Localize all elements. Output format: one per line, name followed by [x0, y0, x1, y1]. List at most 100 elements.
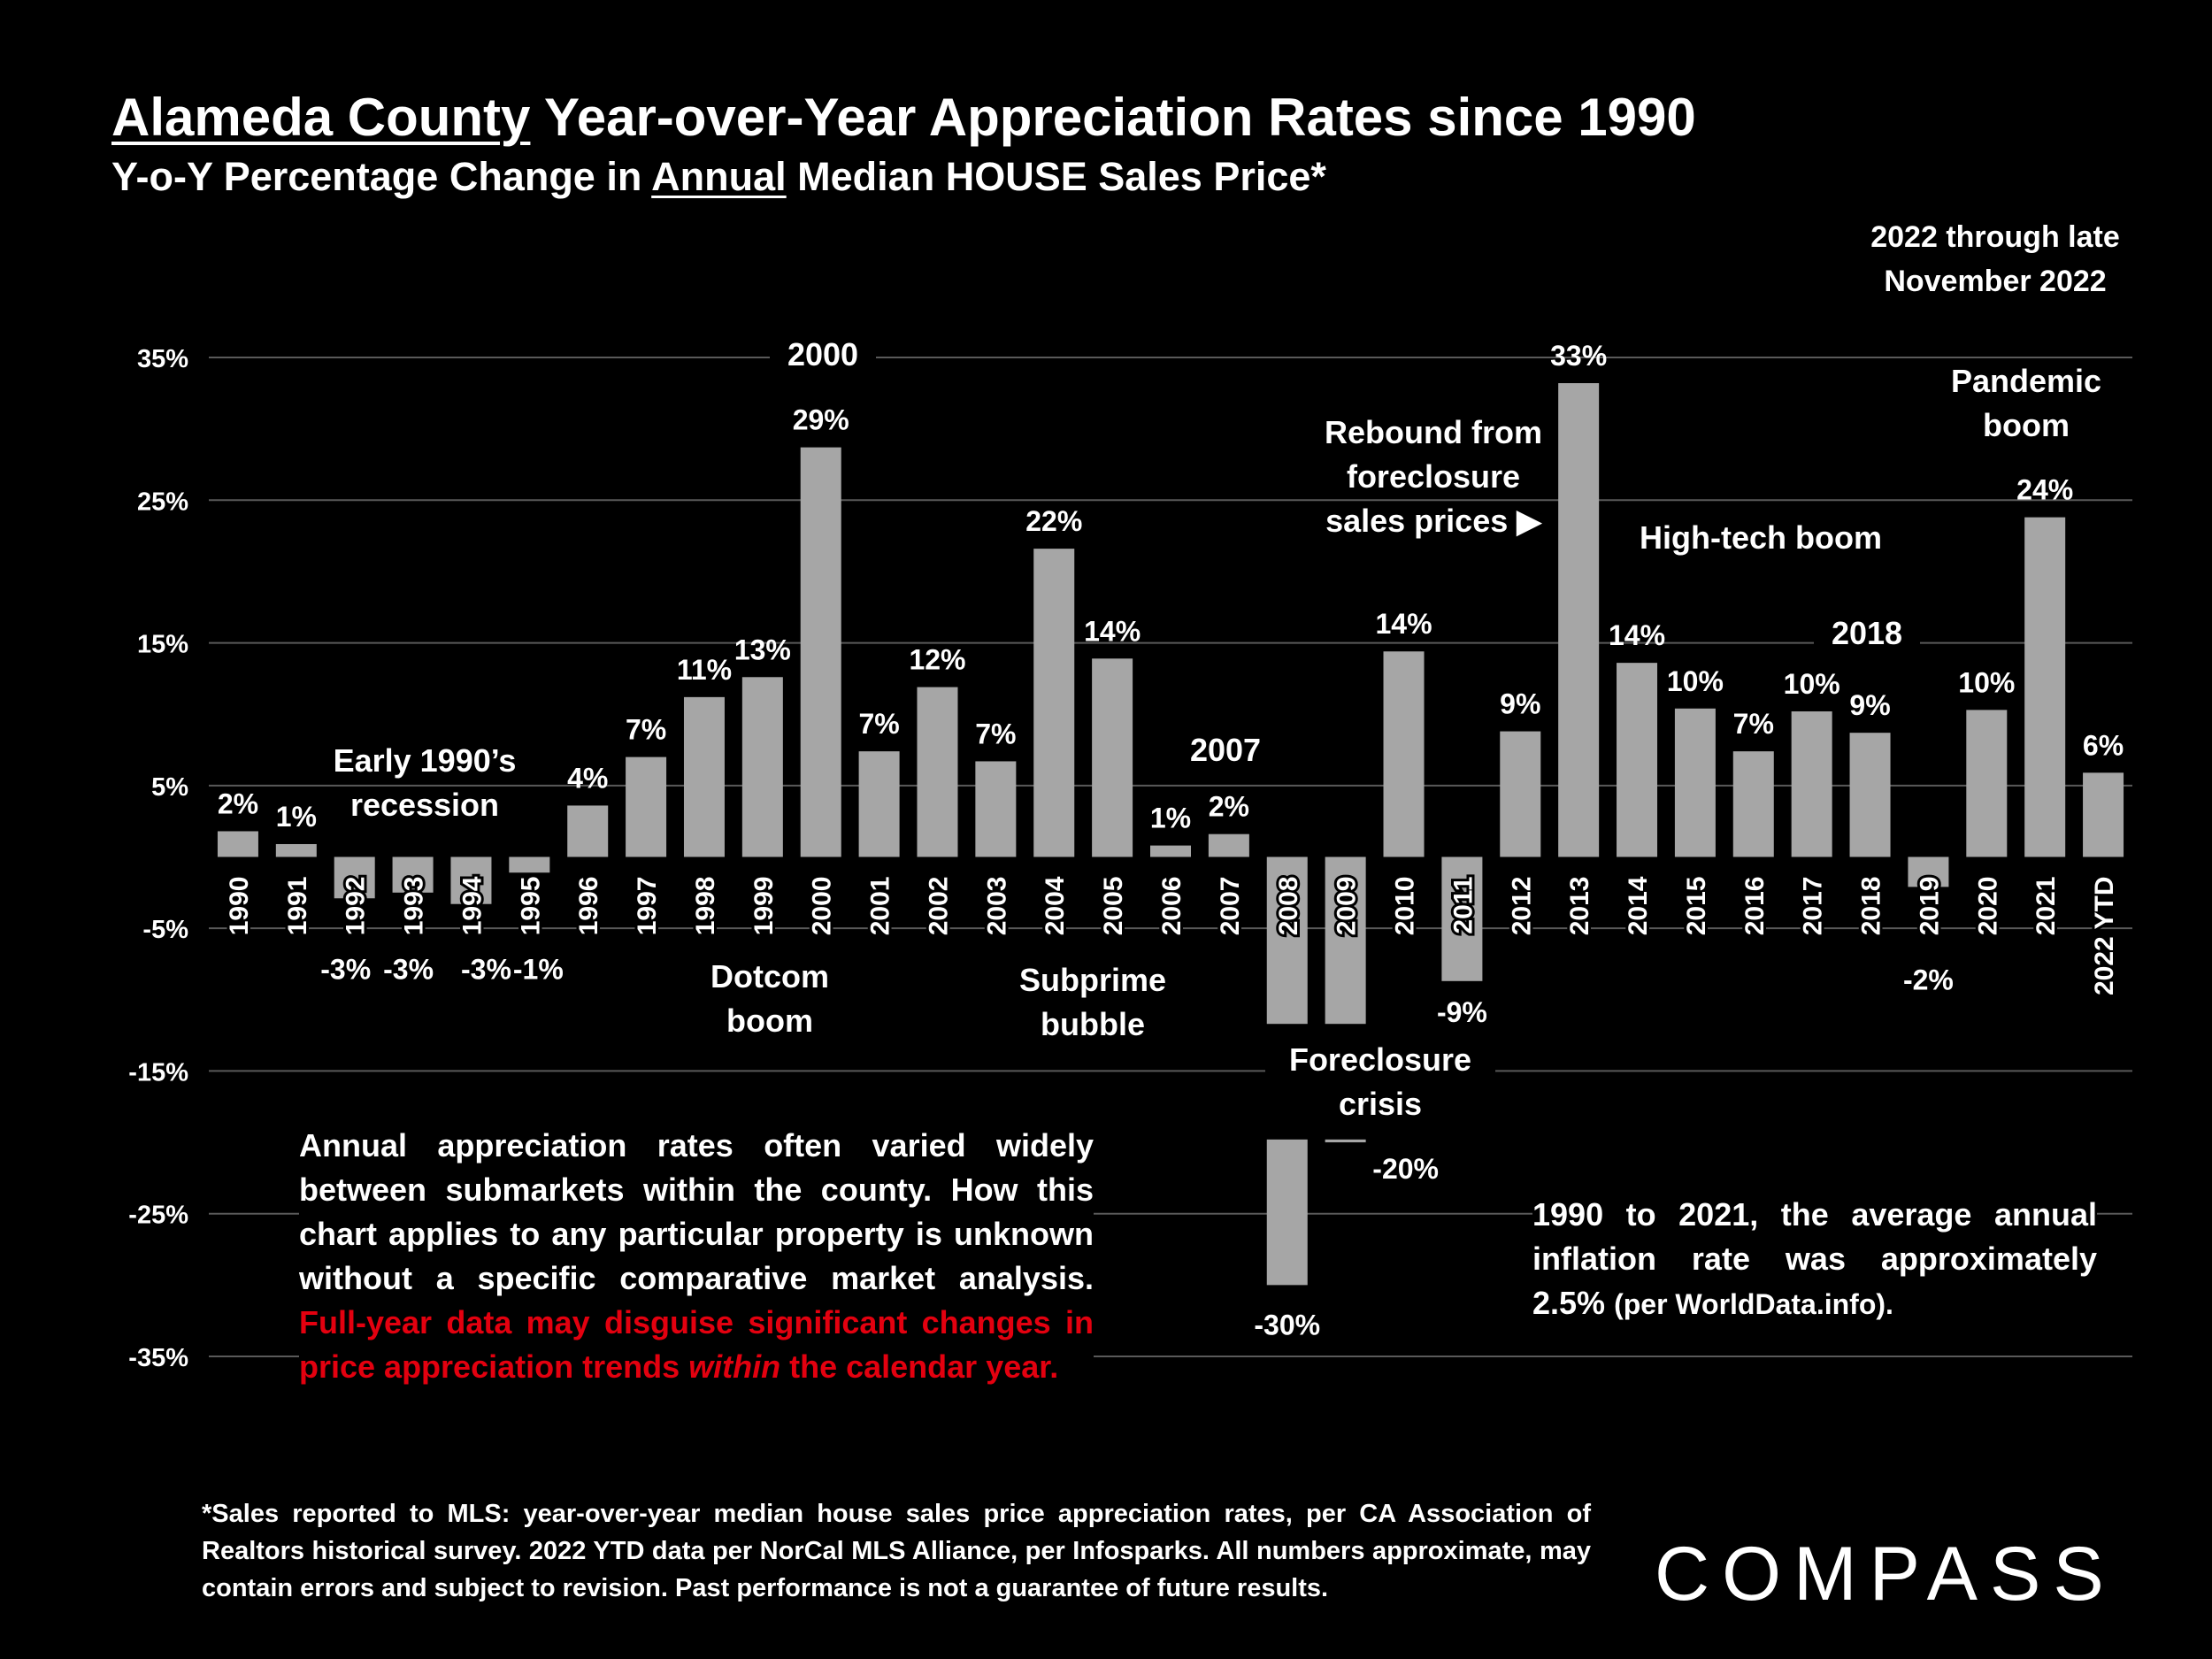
annotation-hightech: High-tech boom [1640, 519, 1882, 556]
bar [683, 696, 725, 857]
subtitle-annual: Annual [651, 154, 787, 199]
bar [1441, 856, 1483, 981]
data-label: -20% [1372, 1153, 1439, 1185]
subtitle-before: Y-o-Y Percentage Change in [111, 154, 652, 199]
x-tick-label: 2020 [1973, 877, 2002, 936]
annotation-pandemic: Pandemic boom [1929, 359, 2124, 448]
bar [392, 856, 434, 893]
annotation-year-2007: 2007 [1172, 728, 1279, 772]
annotation-rebound-line2: foreclosure [1346, 458, 1521, 495]
data-label: -9% [1437, 996, 1487, 1028]
annotation-early-1990s: Early 1990’s recession [305, 739, 544, 827]
x-tick-label: 2012 [1507, 877, 1536, 936]
bar [1325, 856, 1366, 1025]
bar [975, 761, 1017, 857]
data-label: 33% [1550, 340, 1607, 372]
x-tick-label: 2010 [1391, 877, 1420, 936]
x-tick-label: 2018 [1857, 877, 1886, 936]
inflation-note-source: (per WorldData.info). [1614, 1288, 1893, 1320]
data-label: 10% [1667, 665, 1724, 697]
inflation-note-main: 1990 to 2021, the average annual inflati… [1532, 1196, 2097, 1277]
inflation-note: 1990 to 2021, the average annual inflati… [1532, 1193, 2097, 1326]
data-label: 7% [858, 708, 899, 740]
data-label: -2% [1903, 964, 1954, 996]
annotation-subprime-line1: Subprime [1018, 962, 1167, 998]
data-label: 12% [909, 644, 965, 676]
x-tick-label: 1999 [749, 877, 779, 936]
x-tick-label: 2019 [1915, 877, 1944, 936]
bar [1092, 658, 1133, 857]
bar [741, 677, 783, 857]
y-tick-label: -5% [142, 916, 188, 944]
y-axis: 35% 25% 15% 5% -5% -15% -25% -35% [128, 345, 188, 1372]
data-label: 2% [1209, 791, 1249, 823]
y-tick-label: 5% [151, 773, 188, 802]
bar [1908, 856, 1949, 887]
bar-extension [1325, 1139, 1366, 1143]
annotation-dotcom: Dotcom boom [681, 955, 858, 1043]
bar [858, 751, 900, 857]
bar [626, 757, 667, 857]
chart-subtitle: Y-o-Y Percentage Change in Annual Median… [111, 154, 1326, 200]
data-label: 10% [1784, 668, 1840, 700]
bar [2083, 772, 2124, 857]
bar [567, 805, 609, 857]
annotation-foreclosure: Foreclosure crisis [1265, 1038, 1495, 1126]
x-tick-label: 2003 [982, 877, 1011, 936]
y-tick-label: 35% [137, 345, 188, 373]
data-label: 14% [1609, 619, 1665, 651]
data-label: 4% [567, 762, 608, 794]
annotation-rebound: Rebound from foreclosure sales prices ▶ [1310, 411, 1557, 543]
data-label: 14% [1375, 608, 1432, 640]
bar [917, 687, 958, 857]
footnote: *Sales reported to MLS: year-over-year m… [202, 1500, 1591, 1602]
x-tick-label: 1994 [457, 876, 487, 935]
y-tick-label: -25% [128, 1202, 188, 1230]
annotation-pandemic-line1: Pandemic [1950, 363, 2102, 399]
x-tick-label: 2016 [1740, 877, 1770, 936]
annotation-dotcom-line2: boom [726, 1002, 813, 1039]
annotation-dotcom-line1: Dotcom [710, 958, 829, 995]
data-label: 1% [1150, 803, 1191, 834]
disclaimer-red-italic: within [688, 1348, 781, 1385]
data-label: 2% [218, 787, 258, 819]
data-label: 9% [1500, 688, 1540, 720]
period-note-line1: 2022 through late [1870, 220, 2120, 254]
bars [217, 383, 2124, 1286]
y-tick-label: -35% [128, 1344, 188, 1372]
bar [2024, 517, 2066, 857]
data-label: -3% [320, 954, 371, 986]
bar [1674, 708, 1716, 857]
data-label: 7% [1733, 708, 1774, 740]
bar [334, 856, 375, 899]
y-tick-label: 15% [137, 631, 188, 659]
title-county: Alameda County [111, 88, 531, 147]
data-label: 7% [975, 718, 1016, 749]
bar [1558, 383, 1600, 857]
x-tick-label: 2017 [1799, 877, 1828, 936]
annotation-early-1990s-line2: recession [349, 787, 500, 823]
annotation-early-1990s-line1: Early 1990’s [333, 742, 517, 779]
x-tick-label: 2007 [1216, 877, 1245, 936]
x-tick-label: 2006 [1157, 877, 1187, 936]
x-tick-label: 1997 [633, 877, 662, 936]
data-label: 9% [1849, 689, 1890, 721]
data-label: 6% [2083, 729, 2124, 761]
x-tick-label: 2022 YTD [2090, 877, 2119, 996]
data-label: 1% [276, 801, 317, 833]
bar [1383, 651, 1425, 857]
x-tick-label: 2013 [1565, 877, 1594, 936]
annotation-pandemic-line2: boom [1983, 407, 2070, 443]
annotation-year-2000: 2000 [770, 333, 876, 377]
inflation-note-rate: 2.5% [1532, 1285, 1615, 1321]
bar [1849, 733, 1891, 857]
annotation-rebound-line1: Rebound from [1325, 414, 1542, 450]
x-tick-label: 1990 [225, 877, 254, 936]
bar [450, 856, 492, 904]
x-tick-label: 2000 [808, 877, 837, 936]
data-label: 10% [1958, 666, 2015, 698]
x-tick-label: 2015 [1682, 877, 1711, 936]
data-label: -3% [383, 954, 434, 986]
annotation-foreclosure-line1: Foreclosure [1288, 1041, 1472, 1078]
x-tick-label: 1995 [516, 877, 545, 936]
